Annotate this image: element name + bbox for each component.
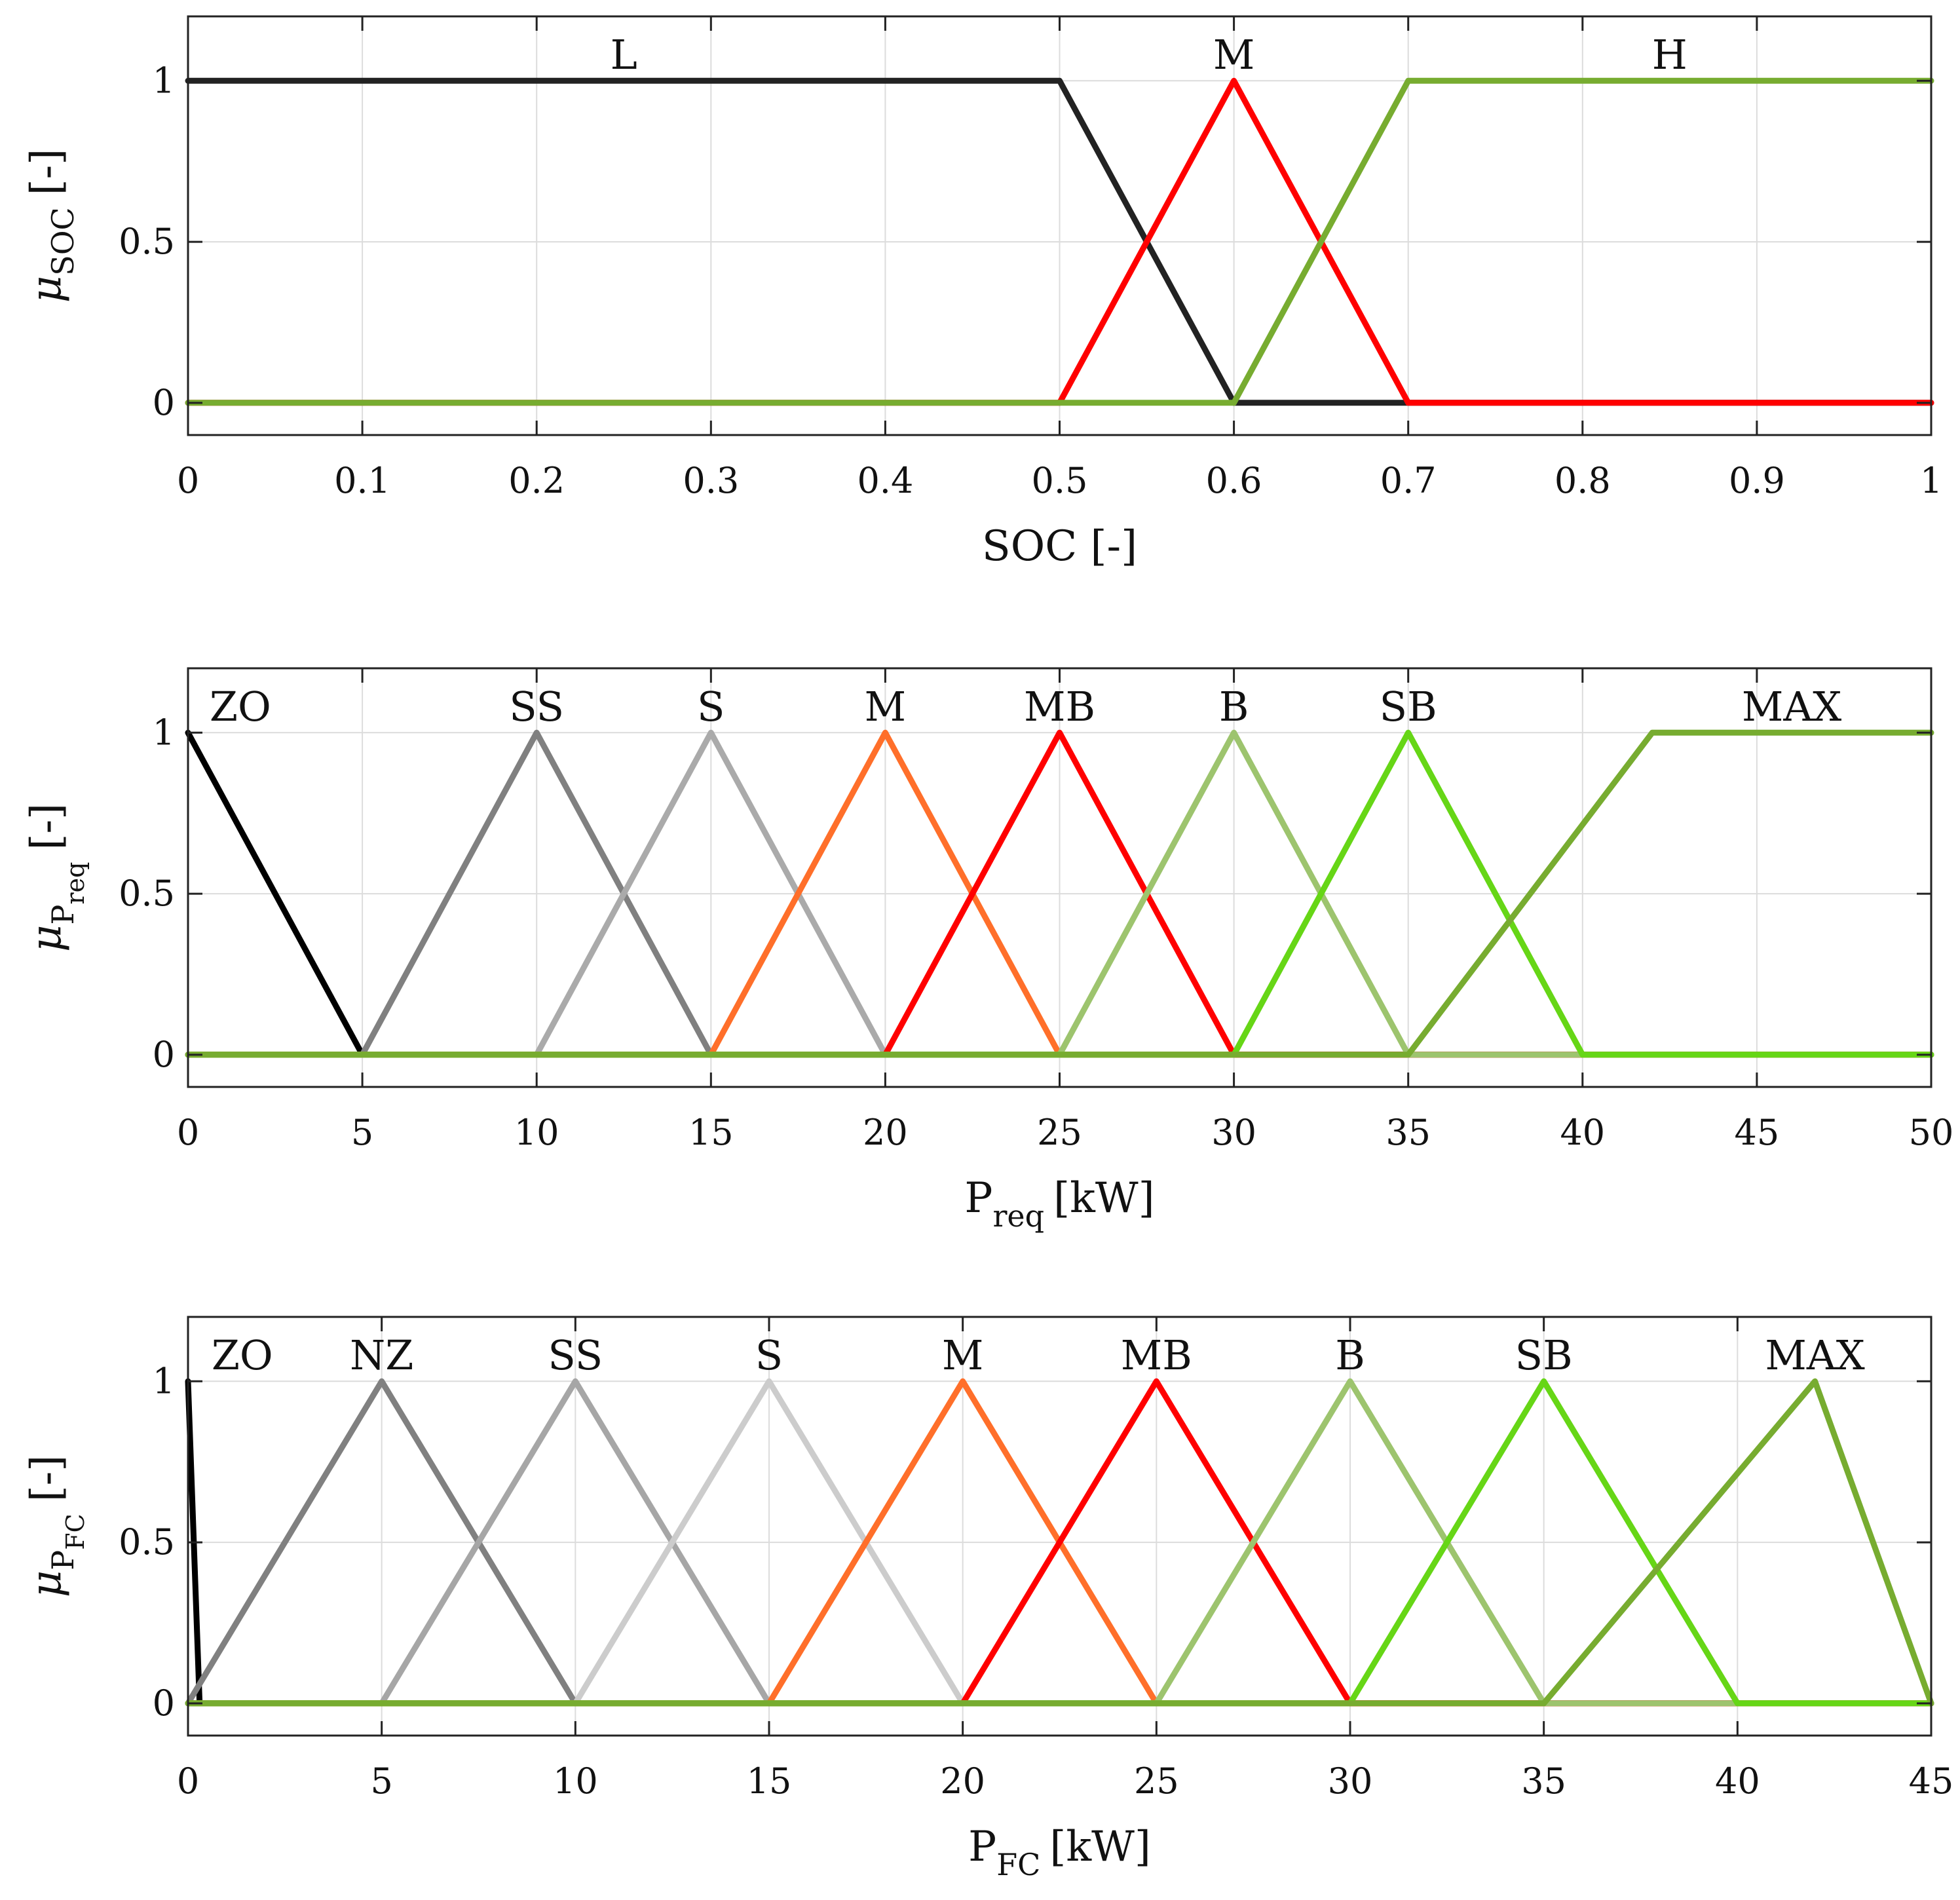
series-line-max xyxy=(185,729,1934,1058)
mf-label-s: S xyxy=(697,683,725,731)
y-axis-label: μSOC [-] xyxy=(22,149,81,303)
x-tick-label: 10 xyxy=(514,1112,559,1153)
y-axis-label-group: μSOC [-] xyxy=(22,149,81,303)
x-axis-label-main: P xyxy=(968,1823,996,1871)
y-axis-label-group: μPreq [-] xyxy=(22,803,90,952)
mf-label-sb: SB xyxy=(1380,683,1437,731)
y-axis-label-symbol: μ xyxy=(22,276,71,303)
x-axis-label: SOC [-] xyxy=(982,522,1137,571)
x-tick-label: 0 xyxy=(177,1760,199,1802)
mf-label-m: M xyxy=(1213,31,1254,79)
y-axis-label-symbol: μ xyxy=(22,1570,71,1598)
x-tick-label: 35 xyxy=(1521,1760,1566,1802)
y-axis-label-sub: SOC xyxy=(45,207,81,275)
chart-panel-1: L M H 0 0.1 0.2 0.3 0.4 0.5 0.6 0.7 0.8 0.9 1 0 0.5 1 SOC… xyxy=(22,15,1942,571)
y-axis-label-unit: [-] xyxy=(22,1455,71,1502)
series-line-max xyxy=(185,1378,1934,1707)
mf-label-m: M xyxy=(865,683,906,731)
mf-label-l: L xyxy=(611,31,637,79)
y-axis-label-group: μPFC [-] xyxy=(22,1455,90,1598)
y-axis-label-unit: [-] xyxy=(22,803,71,850)
x-tick-label: 0.3 xyxy=(683,460,739,501)
mf-label-s: S xyxy=(755,1331,783,1379)
mf-label-zo: ZO xyxy=(212,1331,273,1379)
y-tick-label: 0 xyxy=(153,1034,175,1075)
x-axis-label-sub: req xyxy=(992,1198,1044,1234)
x-tick-label: 1 xyxy=(1920,460,1942,501)
x-axis-label: PFC [kW] xyxy=(968,1823,1151,1882)
y-tick-label: 0.5 xyxy=(119,1521,175,1563)
x-tick-label: 20 xyxy=(940,1760,985,1802)
x-tick-label: 50 xyxy=(1909,1112,1954,1153)
mf-label-b: B xyxy=(1219,683,1249,731)
mf-label-sb: SB xyxy=(1515,1331,1573,1379)
x-tick-label: 0.1 xyxy=(334,460,390,501)
mf-label-max: MAX xyxy=(1765,1331,1864,1379)
x-tick-label: 30 xyxy=(1328,1760,1373,1802)
x-axis-label-sub: FC xyxy=(996,1847,1040,1882)
y-axis-label-subsub: FC xyxy=(61,1513,90,1549)
mf-label-ss: SS xyxy=(509,683,564,731)
y-axis-label-symbol: μ xyxy=(22,924,71,952)
x-tick-label: 0.6 xyxy=(1206,460,1262,501)
x-tick-label: 5 xyxy=(351,1112,373,1153)
y-tick-label: 0 xyxy=(153,1682,175,1724)
mf-label-h: H xyxy=(1652,31,1687,79)
x-axis-label-unit: [kW] xyxy=(1049,1823,1151,1871)
y-tick-label: 0.5 xyxy=(119,873,175,914)
y-axis-label-unit: [-] xyxy=(22,149,71,196)
mf-label-m: M xyxy=(942,1331,983,1379)
x-axis-label-unit: [kW] xyxy=(1053,1174,1155,1223)
x-tick-label: 20 xyxy=(863,1112,908,1153)
y-tick-label: 0 xyxy=(153,382,175,423)
x-tick-label: 35 xyxy=(1385,1112,1431,1153)
y-axis-label-sub: P xyxy=(45,905,81,925)
mf-label-b: B xyxy=(1335,1331,1365,1379)
y-tick-label: 1 xyxy=(153,1360,175,1401)
series-line-h xyxy=(185,77,1934,406)
x-axis-label-main: P xyxy=(964,1174,992,1223)
y-axis-label-sub: P xyxy=(45,1550,81,1570)
x-tick-label: 25 xyxy=(1134,1760,1179,1802)
y-axis-label: μPFC [-] xyxy=(22,1455,90,1598)
mf-label-ss: SS xyxy=(548,1331,603,1379)
mf-label-mb: MB xyxy=(1024,683,1095,731)
x-tick-label: 45 xyxy=(1909,1760,1954,1802)
y-axis-label: μPreq [-] xyxy=(22,803,90,952)
x-tick-label: 25 xyxy=(1037,1112,1082,1153)
x-tick-label: 0.4 xyxy=(857,460,913,501)
axes-frame xyxy=(187,1316,1932,1737)
x-tick-label: 30 xyxy=(1211,1112,1256,1153)
x-tick-label: 0.9 xyxy=(1729,460,1785,501)
x-tick-label: 40 xyxy=(1560,1112,1605,1153)
mf-label-max: MAX xyxy=(1742,683,1841,731)
mf-label-mb: MB xyxy=(1121,1331,1192,1379)
x-tick-label: 0.8 xyxy=(1555,460,1611,501)
y-tick-label: 1 xyxy=(153,712,175,753)
y-axis-label-subsub: req xyxy=(61,862,90,905)
x-tick-label: 15 xyxy=(747,1760,792,1802)
x-tick-label: 0 xyxy=(177,1112,199,1153)
x-tick-label: 45 xyxy=(1735,1112,1780,1153)
x-tick-label: 15 xyxy=(688,1112,734,1153)
x-tick-label: 10 xyxy=(553,1760,598,1802)
x-tick-label: 0.5 xyxy=(1032,460,1088,501)
mf-label-nz: NZ xyxy=(350,1331,413,1379)
x-axis-label: Preq [kW] xyxy=(964,1174,1154,1234)
x-tick-label: 5 xyxy=(370,1760,392,1802)
y-tick-label: 0.5 xyxy=(119,221,175,262)
x-tick-label: 0.7 xyxy=(1380,460,1437,501)
y-tick-label: 1 xyxy=(153,60,175,101)
x-tick-label: 40 xyxy=(1715,1760,1760,1802)
x-tick-label: 0 xyxy=(177,460,199,501)
mf-label-zo: ZO xyxy=(210,683,271,731)
x-tick-label: 0.2 xyxy=(508,460,565,501)
